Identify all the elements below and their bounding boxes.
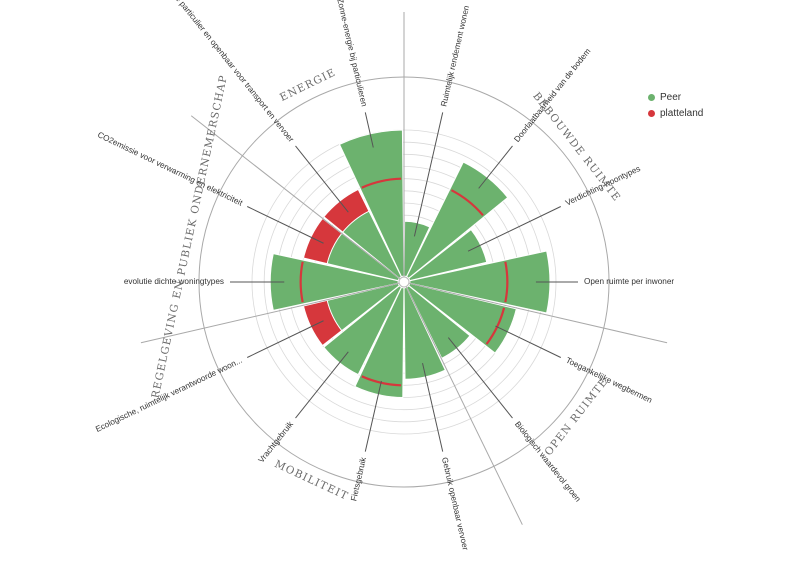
category-label: Gebruik openbaar vervoer [440, 456, 470, 551]
legend-item-peer: Peer [648, 89, 703, 105]
group-divider [140, 281, 405, 344]
group-divider [403, 281, 668, 344]
bar-peer [354, 286, 405, 398]
reference-arc [504, 261, 509, 303]
group-label: OPEN RUIMTE [542, 376, 610, 459]
bar-peer [323, 285, 402, 376]
bar-peer [409, 250, 551, 314]
leader-line [467, 206, 561, 252]
category-label: CO2emissie particulier en openbaar voor … [149, 0, 296, 144]
leader-line [364, 112, 374, 148]
category-label: Vrachtgebruik [257, 419, 296, 465]
bar-peer [403, 220, 431, 278]
category-label: Open ruimte per inwoner [584, 277, 674, 286]
bar-peer [403, 286, 446, 380]
category-label: Toegankelijke wegbermen [564, 356, 654, 405]
leader-line [422, 363, 444, 452]
category-label: Doorlaatbaarheid van de bodem [512, 47, 592, 144]
leader-line [495, 325, 561, 358]
group-divider [190, 115, 405, 283]
legend-swatch-platteland [648, 109, 655, 117]
legend-item-platteland: platteland [648, 105, 703, 121]
bar-peer [408, 282, 517, 354]
category-label: CO2emissie voor verwarming en elektricit… [96, 130, 244, 208]
category-label: Biologisch waardevol groen [513, 420, 583, 504]
group-dividers [140, 12, 668, 525]
leader-line [247, 206, 324, 244]
leader-line [295, 351, 349, 419]
bars [269, 129, 551, 398]
category-label: Ruimtelijk rendement wonen [439, 4, 471, 107]
legend: Peer platteland [648, 89, 703, 121]
group-label: REGELGEVING EN PUBLIEK ONDERNEMERSCHAP [150, 74, 230, 400]
category-label: Zonne-energie bij particulieren [335, 0, 368, 108]
category-label: evolutie dichte woningtypes [124, 277, 224, 286]
group-divider [403, 281, 523, 525]
reference-arc [450, 189, 484, 217]
category-label: Ecologische, ruimtelijk verantwoorde woo… [94, 356, 243, 434]
legend-label-platteland: platteland [660, 107, 704, 119]
leader-line [295, 145, 349, 213]
group-label: BEBOUWDE RUIMTE [530, 90, 623, 204]
reference-arc [361, 177, 402, 189]
center-hub [398, 276, 410, 288]
reference-arc [299, 261, 304, 303]
category-label: Fietsgebruik [349, 456, 368, 502]
leader-line [478, 145, 513, 189]
leader-lines [230, 112, 578, 452]
leader-line [447, 337, 513, 419]
bar-peer [406, 161, 509, 279]
leader-line [364, 380, 382, 452]
legend-label-peer: Peer [660, 91, 682, 103]
bar-peer [338, 129, 405, 278]
group-label: ENERGIE [278, 66, 338, 104]
bar-peer [342, 210, 402, 279]
leader-line [413, 112, 444, 237]
bar-peer [408, 228, 488, 282]
legend-swatch-peer [648, 93, 655, 101]
leader-line [247, 320, 324, 358]
